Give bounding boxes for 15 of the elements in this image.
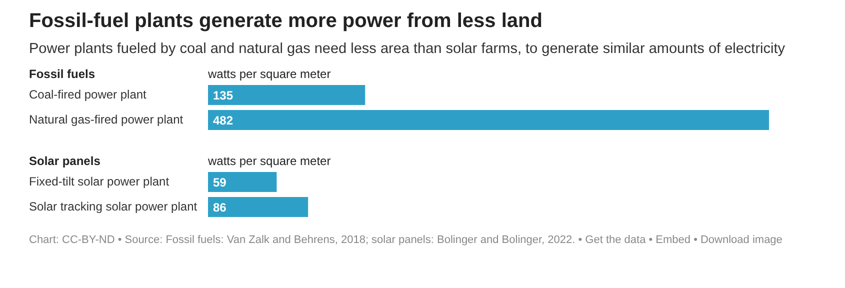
data-label: 59	[213, 175, 227, 190]
y-axis-title: Fossil fuels	[29, 66, 96, 80]
x-axis-title: watts per square meter	[208, 66, 331, 80]
chart-subtitle: Power plants fueled by coal and natural gas need less area than solar farms, to generate similar amounts of electricity	[29, 41, 786, 57]
data-label: 482	[213, 113, 234, 128]
data-label: 135	[213, 88, 234, 102]
y-tick-label: Natural gas-fired power plant	[29, 112, 184, 126]
y-axis-title: Solar panels	[29, 154, 102, 168]
y-tick-label: Coal-fired power plant	[29, 88, 148, 102]
y-tick-label: Solar tracking solar power plant	[29, 200, 198, 214]
chart-title: Fossil-fuel plants generate more power from less land	[29, 10, 544, 33]
data-label: 86	[213, 200, 227, 214]
text: Chart: CC-BY-ND • Source: Fossil fuels: Van Zalk and Behrens, 2018; solar panels: Bolinger and Bolinger, 2022. • Get the data • Embed • Download image	[29, 233, 784, 248]
y-tick-label: Fixed-tilt solar power plant	[29, 174, 170, 188]
x-axis-title: watts per square meter	[208, 154, 331, 168]
